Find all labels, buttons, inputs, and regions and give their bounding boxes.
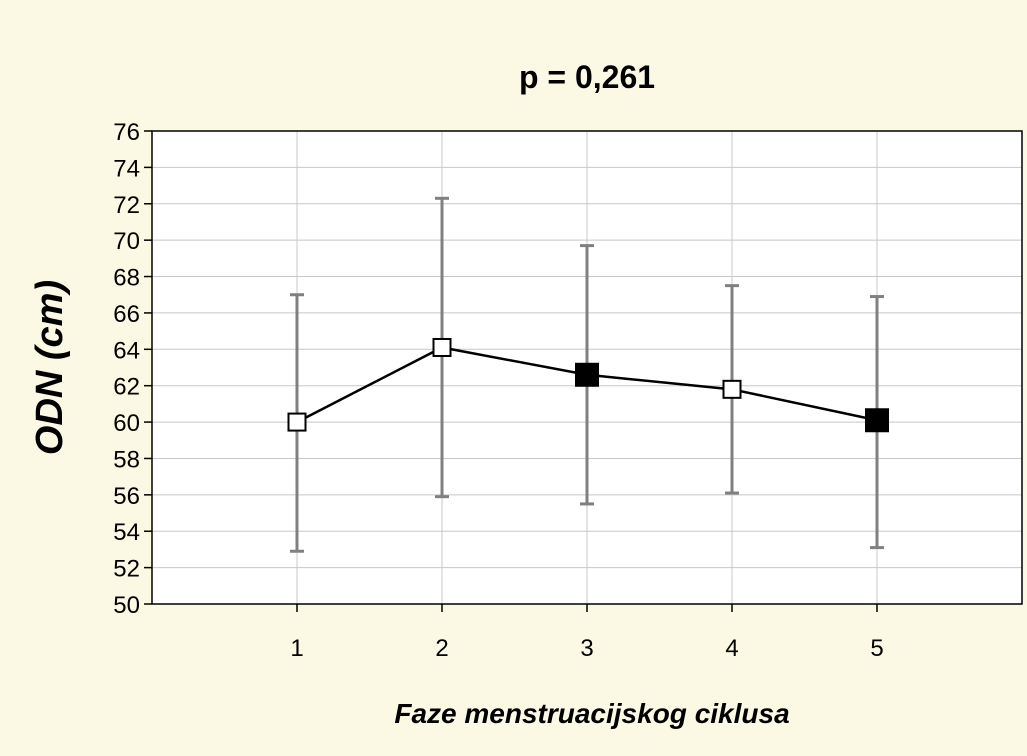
y-tick-label: 70 <box>113 228 140 255</box>
x-tick-label: 2 <box>435 635 448 662</box>
y-tick-label: 64 <box>113 337 140 364</box>
x-axis-label: Faze menstruacijskog ciklusa <box>394 698 789 729</box>
y-tick-label: 50 <box>113 592 140 619</box>
y-tick-label: 56 <box>113 483 140 510</box>
y-tick-label: 60 <box>113 410 140 437</box>
y-tick-label: 58 <box>113 446 140 473</box>
y-tick-label: 66 <box>113 301 140 328</box>
data-point-filled <box>865 408 889 433</box>
y-tick-label: 52 <box>113 556 140 583</box>
x-axis: 1 2 3 4 5 <box>290 604 884 662</box>
data-markers <box>287 337 889 433</box>
y-tick-label: 76 <box>113 119 140 146</box>
data-point-open <box>287 412 307 432</box>
chart-title: p = 0,261 <box>519 59 655 95</box>
x-tick-label: 1 <box>290 635 303 662</box>
x-tick-label: 5 <box>870 635 883 662</box>
data-point-open <box>722 379 742 399</box>
y-tick-label: 62 <box>113 374 140 401</box>
data-point-open <box>432 337 452 357</box>
y-tick-label: 54 <box>113 519 140 546</box>
data-point-filled <box>575 362 599 387</box>
y-tick-label: 72 <box>113 192 140 219</box>
y-tick-label: 74 <box>113 155 140 182</box>
plot-border <box>151 130 1023 605</box>
x-tick-label: 4 <box>725 635 738 662</box>
x-tick-label: 3 <box>580 635 593 662</box>
y-axis-label: ODN (cm) <box>29 280 71 455</box>
y-tick-label: 68 <box>113 265 140 292</box>
y-axis: 50 52 54 56 58 60 62 64 66 68 70 72 74 76 <box>113 119 152 619</box>
